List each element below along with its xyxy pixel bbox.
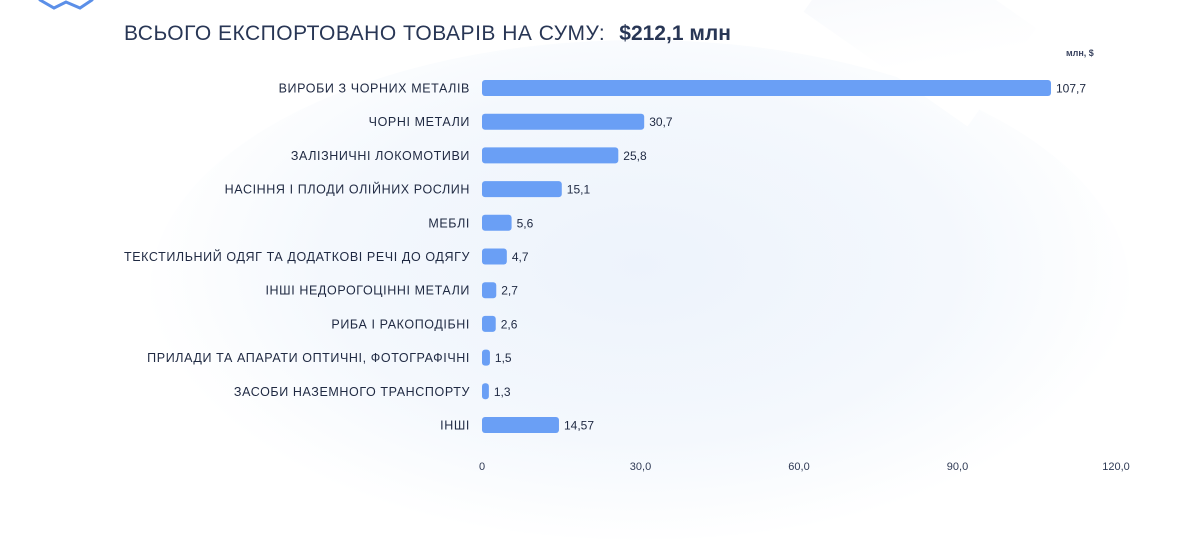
bar xyxy=(482,383,489,400)
x-tick-label: 30,0 xyxy=(630,461,651,473)
bar xyxy=(482,181,562,198)
value-label: 14,57 xyxy=(564,419,594,433)
category-label: ЗАЛІЗНИЧНІ ЛОКОМОТИВИ xyxy=(291,149,470,163)
logo-icon xyxy=(38,0,94,10)
value-label: 5,6 xyxy=(517,216,534,230)
category-label: НАСІННЯ І ПЛОДИ ОЛІЙНИХ РОСЛИН xyxy=(225,182,470,197)
value-label: 2,6 xyxy=(501,317,518,331)
category-label: ІНШІ xyxy=(440,419,470,433)
category-label: ІНШІ НЕДОРОГОЦІННІ МЕТАЛИ xyxy=(265,284,470,298)
category-label: МЕБЛІ xyxy=(428,216,470,230)
bar xyxy=(482,349,490,366)
bar xyxy=(482,214,512,231)
value-label: 4,7 xyxy=(512,250,529,264)
total-export-value: $212,1 млн xyxy=(619,22,731,45)
export-bar-chart: ВИРОБИ З ЧОРНИХ МЕТАЛІВ 107,7 ЧОРНІ МЕТАЛИ… xyxy=(124,80,1130,473)
category-label: ЗАСОБИ НАЗЕМНОГО ТРАНСПОРТУ xyxy=(234,385,470,399)
category-label: ЧОРНІ МЕТАЛИ xyxy=(369,115,470,129)
unit-label: млн, $ xyxy=(1066,48,1094,58)
bar xyxy=(482,113,645,130)
bar xyxy=(482,315,496,332)
total-export-subtitle: ВСЬОГО ЕКСПОРТОВАНО ТОВАРІВ НА СУМУ: $21… xyxy=(124,22,731,50)
value-label: 107,7 xyxy=(1056,82,1086,96)
category-label: ВИРОБИ З ЧОРНИХ МЕТАЛІВ xyxy=(279,82,470,96)
value-label: 30,7 xyxy=(649,115,673,129)
category-label: ПРИЛАДИ ТА АПАРАТИ ОПТИЧНІ, ФОТОГРАФІЧНІ xyxy=(147,351,470,365)
bar xyxy=(482,282,497,299)
bar xyxy=(482,80,1052,96)
category-label: ТЕКСТИЛЬНИЙ ОДЯГ ТА ДОДАТКОВІ РЕЧІ ДО ОД… xyxy=(124,249,470,264)
bar xyxy=(482,147,619,164)
bar xyxy=(482,417,559,433)
category-label: РИБА І РАКОПОДІБНІ xyxy=(331,317,470,331)
value-label: 1,5 xyxy=(495,351,512,365)
value-label: 2,7 xyxy=(501,284,518,298)
value-label: 1,3 xyxy=(494,385,511,399)
subtitle-label: ВСЬОГО ЕКСПОРТОВАНО ТОВАРІВ НА СУМУ: xyxy=(124,22,606,45)
x-tick-label: 60,0 xyxy=(788,461,809,473)
bar xyxy=(482,248,507,265)
x-tick-label: 90,0 xyxy=(947,461,968,473)
value-label: 25,8 xyxy=(623,149,647,163)
value-label: 15,1 xyxy=(567,183,591,197)
x-tick-label: 0 xyxy=(479,461,485,473)
x-tick-label: 120,0 xyxy=(1102,461,1130,473)
